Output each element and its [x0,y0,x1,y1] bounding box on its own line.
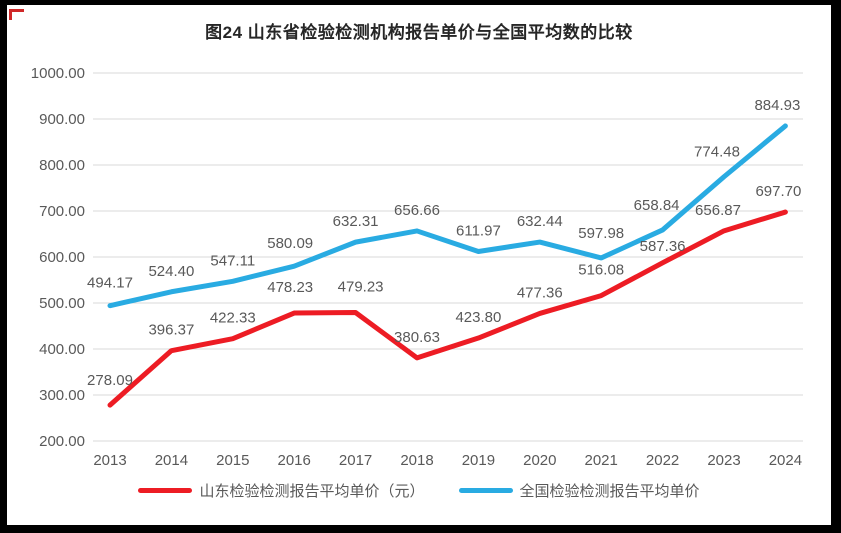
data-label: 479.23 [338,279,384,296]
data-label: 524.40 [148,263,194,280]
line-chart-plot: 200.00 300.00 400.00 500.00 600.00 700.00 800.… [31,65,803,469]
x-tick-label: 2015 [216,452,249,469]
data-label: 632.31 [333,213,379,230]
data-label: 516.08 [578,262,624,279]
x-tick-label: 2020 [523,452,556,469]
chart-title: 图24 山东省检验检测机构报告单价与全国平均数的比较 [205,23,633,42]
data-label: 884.93 [754,97,800,114]
data-label: 580.09 [267,235,313,252]
x-tick-label: 2014 [155,452,188,469]
y-tick-label: 800.00 [39,157,85,174]
y-tick-label: 400.00 [39,341,85,358]
legend-item-shandong: 山东检验检测报告平均单价（元） [138,480,425,501]
data-label: 597.98 [578,225,624,242]
data-label: 494.17 [87,275,133,292]
legend-line-blue [458,488,513,493]
legend-label-national: 全国检验检测报告平均单价 [519,483,700,500]
x-tick-label: 2019 [462,452,495,469]
data-label: 656.87 [695,202,741,219]
data-label: 422.33 [210,310,256,327]
red-corner-mark [9,9,24,20]
data-label: 658.84 [634,197,680,214]
data-label: 587.36 [640,238,686,255]
y-tick-label: 900.00 [39,111,85,128]
y-tick-label: 700.00 [39,203,85,220]
x-tick-label: 2013 [93,452,126,469]
x-tick-label: 2016 [278,452,311,469]
series-line-national [107,123,788,309]
y-tick-label: 200.00 [39,433,85,450]
x-tick-label: 2021 [585,452,618,469]
legend-label-shandong: 山东检验检测报告平均单价（元） [199,483,425,500]
y-tick-label: 300.00 [39,387,85,404]
data-label: 611.97 [456,222,501,239]
data-label: 477.36 [517,284,563,301]
y-tick-label: 1000.00 [31,65,85,82]
x-tick-label: 2018 [400,452,433,469]
data-label: 396.37 [148,322,194,339]
y-tick-label: 500.00 [39,295,85,312]
x-tick-label: 2017 [339,452,372,469]
data-label: 632.44 [517,213,563,230]
chart-legend: 山东检验检测报告平均单价（元） 全国检验检测报告平均单价 [7,480,831,501]
data-label: 380.63 [394,329,440,346]
legend-item-national: 全国检验检测报告平均单价 [458,480,700,501]
data-label: 547.11 [210,252,255,269]
data-label: 656.66 [394,202,440,219]
data-label: 278.09 [87,372,133,389]
data-label: 423.80 [455,309,501,326]
legend-line-red [138,488,193,493]
x-tick-label: 2023 [707,452,740,469]
data-label: 478.23 [267,279,313,296]
series-line-shandong [107,209,788,408]
x-tick-label: 2024 [769,452,802,469]
data-label: 774.48 [694,144,740,161]
y-tick-label: 600.00 [39,249,85,266]
data-label: 697.70 [755,183,801,200]
x-tick-label: 2022 [646,452,679,469]
